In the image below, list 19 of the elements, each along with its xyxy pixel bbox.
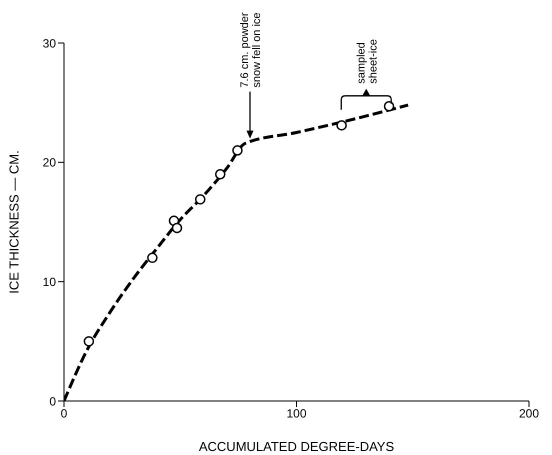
point — [194, 194, 206, 205]
point — [147, 252, 158, 264]
point — [214, 169, 226, 180]
y-tick-label: 30 — [42, 36, 56, 50]
y-tick-label: 10 — [42, 274, 56, 289]
x-tick-label: 200 — [518, 406, 540, 421]
y-tick-label: 0 — [49, 394, 56, 408]
point — [84, 336, 94, 347]
y-axis-title: ICE THICKNESS — CM. — [6, 150, 22, 294]
x-tick-label: 0 — [60, 406, 68, 421]
point — [336, 120, 347, 131]
y-tick-label: 20 — [42, 156, 56, 170]
annotation: sampled sheet-ice — [355, 39, 380, 84]
x-tick-label: 100 — [286, 406, 307, 421]
point — [384, 100, 394, 112]
point — [232, 145, 243, 156]
point — [172, 222, 182, 234]
x-axis-title: ACCUMULATED DEGREE-DAYS — [198, 439, 394, 454]
annotation: 7.6 cm. powder snow fell on ice — [239, 12, 263, 88]
